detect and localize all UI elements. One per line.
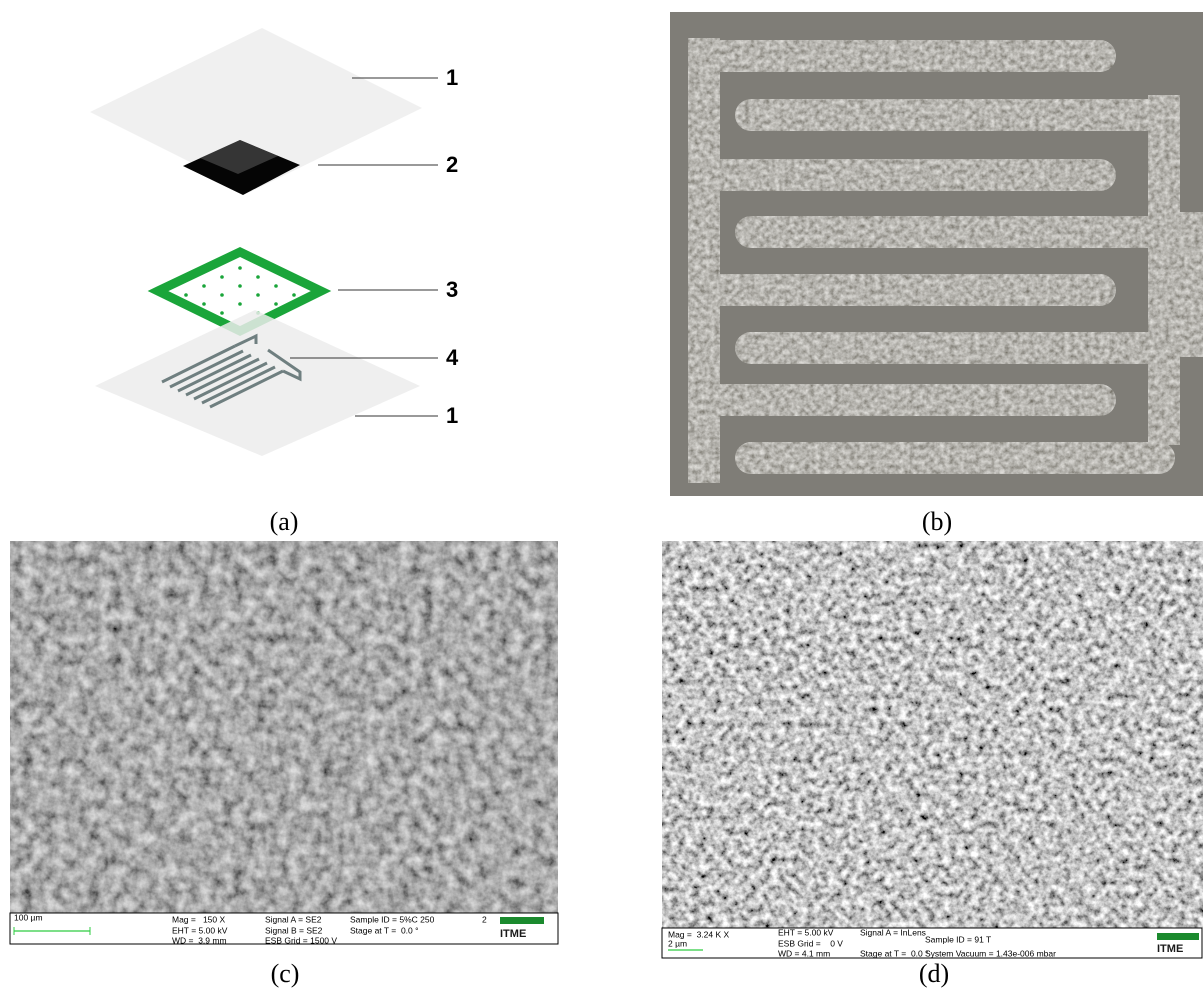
info-text: Stage at T = 0.0 ° [860, 948, 929, 958]
info-text: EHT = 5.00 kV [172, 925, 228, 935]
photo-substrate [670, 12, 1203, 496]
info-text: WD = 3.9 mm [172, 935, 227, 945]
sem-image-d: Mag = 3.24 K X 2 µm EHT = 5.00 kV ESB Gr… [662, 541, 1203, 958]
info-text: Sample ID = 5%C 250 [350, 914, 435, 924]
panel-label: (a) [270, 507, 299, 536]
panel-label: (b) [922, 507, 952, 536]
info-text: Sample ID = 91 T [925, 934, 991, 944]
scale-label: 2 µm [668, 938, 687, 948]
layer-label: 2 [446, 152, 458, 177]
info-text: ESB Grid = 1500 V [265, 935, 337, 945]
info-text: Stage at T = 0.0 ° [350, 925, 419, 935]
info-text: Mag = 150 X [172, 914, 225, 924]
info-text: Signal A = SE2 [265, 914, 322, 924]
logo: ITME [1157, 943, 1183, 955]
panel-label: (d) [919, 959, 949, 988]
sem-texture [10, 541, 558, 913]
layer-scheme: 1 2 3 4 1 [90, 28, 459, 456]
figure: 1 2 3 4 1 (a) (b) 100 µm Mag = 150 X EHT… [0, 0, 1203, 1000]
info-text: Signal B = SE2 [265, 925, 323, 935]
info-text: 2 [482, 914, 487, 924]
logo-bar [500, 917, 544, 924]
info-text: EHT = 5.00 kV [778, 927, 834, 937]
sem-image-c: 100 µm Mag = 150 X EHT = 5.00 kV WD = 3.… [10, 541, 558, 945]
logo: ITME [500, 928, 526, 940]
layer-label: 1 [446, 65, 458, 90]
info-text: Signal A = InLens [860, 927, 926, 937]
layer-label: 3 [446, 277, 458, 302]
info-text: WD = 4.1 mm [778, 948, 830, 958]
info-text: System Vacuum = 1.43e-006 mbar [925, 948, 1056, 958]
scale-label: 100 µm [14, 912, 43, 922]
layer-label: 1 [446, 403, 458, 428]
info-text: ESB Grid = 0 V [778, 938, 843, 948]
sem-texture [662, 541, 1203, 928]
electrode-photo [670, 12, 1203, 496]
panel-label: (c) [271, 959, 300, 988]
logo-bar [1157, 933, 1199, 940]
layer-label: 4 [446, 345, 459, 370]
